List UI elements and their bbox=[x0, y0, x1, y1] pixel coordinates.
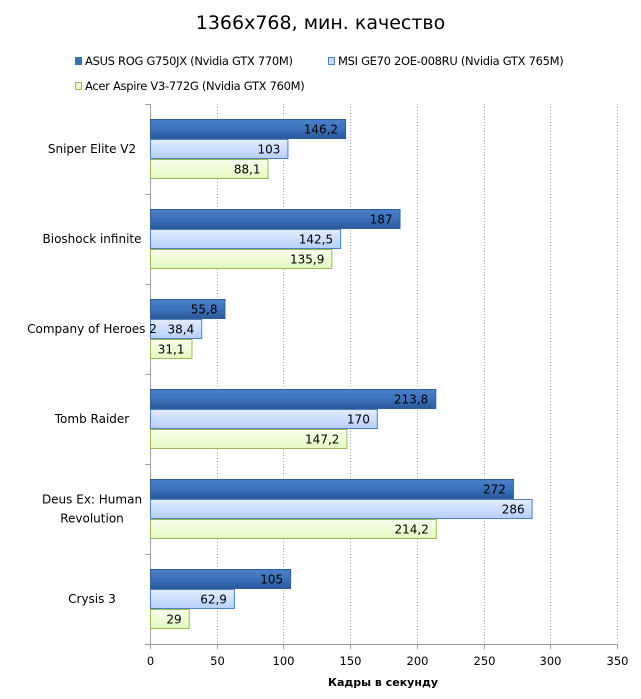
data-label: 29 bbox=[166, 613, 181, 627]
bar-asus bbox=[150, 569, 292, 589]
bar-asus bbox=[150, 299, 226, 319]
bar-acer bbox=[150, 159, 269, 179]
x-tick-label: 100 bbox=[273, 654, 295, 668]
data-label: 142,5 bbox=[299, 233, 333, 247]
x-tick-label: 350 bbox=[607, 654, 629, 668]
bar-asus bbox=[150, 119, 347, 139]
chart-title: 1366x768, мин. качество bbox=[195, 12, 446, 34]
bar-acer bbox=[150, 609, 190, 629]
data-label: 38,4 bbox=[168, 323, 195, 337]
x-tick-label: 0 bbox=[147, 654, 154, 668]
data-label: 213,8 bbox=[394, 393, 428, 407]
legend-label-asus: ASUS ROG G750JX (Nvidia GTX 770M) bbox=[85, 54, 293, 68]
bar-msi bbox=[150, 409, 378, 429]
data-label: 170 bbox=[347, 413, 370, 427]
bar-acer bbox=[150, 519, 437, 539]
bars bbox=[150, 119, 533, 629]
data-label: 187 bbox=[370, 213, 393, 227]
category-label: Bioshock infinite bbox=[43, 232, 142, 246]
category-label: Revolution bbox=[60, 512, 124, 526]
bar-acer bbox=[150, 249, 333, 269]
x-axis-title: Кадры в секунду bbox=[328, 676, 438, 689]
bar-asus bbox=[150, 389, 437, 409]
data-label: 88,1 bbox=[234, 163, 261, 177]
legend-item-msi: MSI GE70 2OE-008RU (Nvidia GTX 765M) bbox=[328, 54, 564, 68]
legend-label-acer: Acer Aspire V3-772G (Nvidia GTX 760M) bbox=[85, 79, 305, 93]
category-label: Crysis 3 bbox=[68, 592, 116, 606]
data-label: 31,1 bbox=[158, 343, 185, 357]
axes: 0 50 100 150 200 250 300 350 bbox=[145, 104, 628, 668]
bar-msi bbox=[150, 589, 235, 609]
bar-acer bbox=[150, 339, 193, 359]
category-label: Tomb Raider bbox=[54, 412, 130, 426]
legend-item-asus: ASUS ROG G750JX (Nvidia GTX 770M) bbox=[75, 54, 293, 68]
x-tick-label: 200 bbox=[407, 654, 429, 668]
legend-item-acer: Acer Aspire V3-772G (Nvidia GTX 760M) bbox=[75, 79, 305, 93]
data-label: 135,9 bbox=[290, 253, 324, 267]
category-label: Deus Ex: Human bbox=[42, 493, 142, 507]
category-label: Company of Heroes 2 bbox=[27, 322, 157, 336]
data-label: 55,8 bbox=[191, 303, 218, 317]
bar-acer bbox=[150, 429, 348, 449]
bar-msi bbox=[150, 139, 289, 159]
data-label: 146,2 bbox=[304, 123, 338, 137]
bar-asus bbox=[150, 209, 401, 229]
legend-label-msi: MSI GE70 2OE-008RU (Nvidia GTX 765M) bbox=[338, 54, 564, 68]
bar-msi bbox=[150, 319, 203, 339]
bar-asus bbox=[150, 479, 514, 499]
category-label: Sniper Elite V2 bbox=[48, 142, 136, 156]
legend-swatch-msi bbox=[328, 57, 335, 65]
data-label: 103 bbox=[258, 143, 281, 157]
grid-lines bbox=[217, 104, 618, 644]
bar-msi bbox=[150, 499, 533, 519]
legend-swatch-asus bbox=[75, 57, 82, 65]
legend-swatch-acer bbox=[75, 82, 82, 90]
labels: 146,2 103 88,1 Sniper Elite V2 187 142,5 135,9… bbox=[27, 123, 525, 627]
x-tick-label: 300 bbox=[540, 654, 562, 668]
data-label: 286 bbox=[502, 503, 525, 517]
data-label: 62,9 bbox=[200, 593, 227, 607]
data-label: 272 bbox=[483, 483, 506, 497]
data-label: 105 bbox=[260, 573, 283, 587]
x-tick-label: 150 bbox=[340, 654, 362, 668]
data-label: 214,2 bbox=[394, 523, 428, 537]
x-tick-label: 50 bbox=[210, 654, 225, 668]
x-tick-label: 250 bbox=[474, 654, 496, 668]
data-label: 147,2 bbox=[305, 433, 339, 447]
bar-msi bbox=[150, 229, 342, 249]
